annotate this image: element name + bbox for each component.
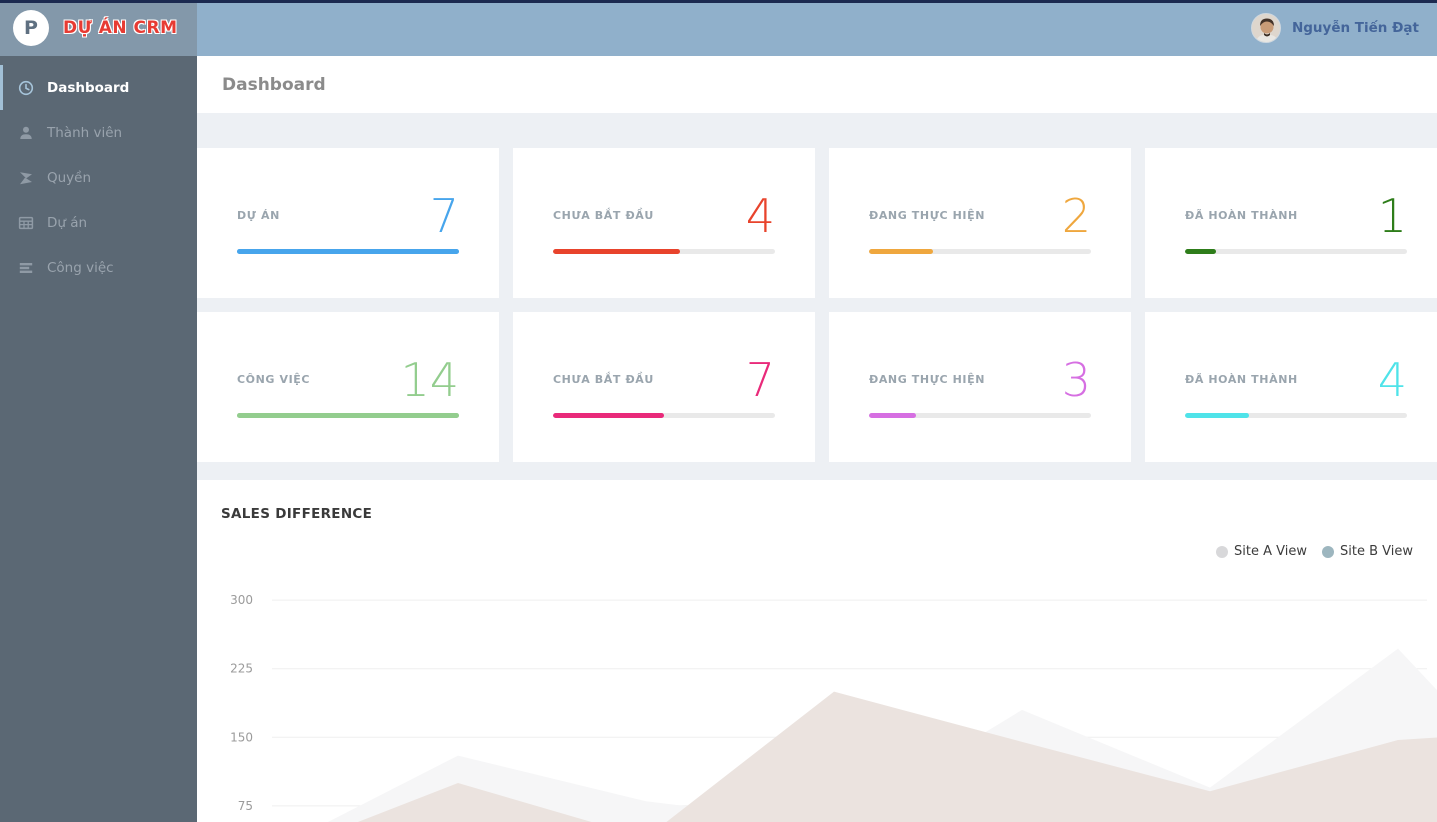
stat-card: CÔNG VIỆC 14 [197, 312, 499, 462]
rank-icon [20, 171, 32, 184]
user-name: Nguyễn Tiến Đạt [1291, 20, 1419, 36]
stat-progress-fill [553, 412, 664, 418]
page-title: Dashboard [222, 74, 326, 95]
stat-card-label: DỰ ÁN [237, 209, 280, 222]
stat-progress-track [237, 248, 459, 254]
stat-card-label: ĐANG THỰC HIỆN [869, 209, 986, 222]
stat-progress-track [869, 248, 1091, 254]
sales-chart-card: 300 225 150 75 SALES DIFFERENCE Site A View… [197, 480, 1437, 822]
stat-progress-fill [1185, 248, 1217, 254]
legend-dot-site-a [1216, 545, 1229, 558]
stat-card: ĐÃ HOÀN THÀNH 4 [1145, 312, 1437, 462]
sales-chart-svg: 300 225 150 75 [230, 593, 1437, 822]
stat-card: CHƯA BẮT ĐẦU 7 [513, 312, 815, 462]
stat-card-value: 4 [1377, 352, 1407, 407]
stat-card: ĐÃ HOÀN THÀNH 1 [1145, 148, 1437, 298]
chart-title: SALES DIFFERENCE [221, 506, 373, 522]
stat-progress-track [1185, 412, 1407, 418]
sidebar-item-label: Dashboard [47, 79, 130, 96]
stat-card-value: 1 [1377, 188, 1407, 243]
stat-progress-fill [237, 248, 459, 254]
sidebar-item-tasks[interactable]: Công việc [0, 245, 197, 290]
stat-card: DỰ ÁN 7 [197, 148, 499, 298]
stat-card-value: 4 [745, 188, 775, 243]
stat-card-label: ĐÃ HOÀN THÀNH [1185, 373, 1298, 386]
stat-card: ĐANG THỰC HIỆN 2 [829, 148, 1131, 298]
stat-card-value: 14 [400, 352, 459, 407]
main-content: Dashboard DỰ ÁN 7 CHƯA BẮT ĐẦU 4 Đ [197, 56, 1437, 822]
logo-letter: P [24, 17, 38, 39]
page-header: Dashboard [197, 56, 1437, 113]
stat-progress-track [1185, 248, 1407, 254]
stat-progress-fill [553, 248, 680, 254]
stat-progress-track [553, 412, 775, 418]
sidebar-item-label: Quyền [47, 169, 92, 186]
stat-progress-fill [1185, 412, 1250, 418]
y-axis-tick: 225 [230, 662, 253, 676]
clock-icon [18, 80, 34, 95]
area-series-site-b [357, 691, 1437, 822]
stat-card-label: CÔNG VIỆC [237, 373, 311, 386]
stat-progress-track [237, 412, 459, 418]
stat-card-value: 2 [1061, 188, 1091, 243]
logo-circle: P [13, 10, 49, 46]
stat-card: ĐANG THỰC HIỆN 3 [829, 312, 1131, 462]
legend-item-site-b: Site B View [1322, 544, 1413, 559]
stat-progress-fill [869, 248, 934, 254]
stat-progress-track [553, 248, 775, 254]
avatar-photo [1251, 14, 1280, 42]
chart-legend: Site A View Site B View [1216, 544, 1413, 559]
sidebar-item-permissions[interactable]: Quyền [0, 155, 197, 200]
sidebar-item-label: Thành viên [47, 124, 123, 141]
sidebar-item-dashboard[interactable]: Dashboard [0, 65, 197, 110]
stat-card-label: ĐANG THỰC HIỆN [869, 373, 986, 386]
user-menu[interactable]: Nguyễn Tiến Đạt [1250, 13, 1419, 43]
y-axis-tick: 150 [230, 730, 253, 744]
legend-label: Site A View [1234, 544, 1307, 559]
stat-cards-row: DỰ ÁN 7 CHƯA BẮT ĐẦU 4 ĐANG THỰC HIỆN 2 [197, 113, 1437, 480]
list-icon [19, 262, 33, 273]
stat-card-value: 7 [429, 188, 459, 243]
stat-card: CHƯA BẮT ĐẦU 4 [513, 148, 815, 298]
sidebar-item-label: Công việc [47, 259, 114, 276]
y-axis-tick: 75 [238, 799, 253, 813]
topbar: Nguyễn Tiến Đạt [197, 0, 1437, 56]
sidebar-item-members[interactable]: Thành viên [0, 110, 197, 155]
sidebar: Dashboard Thành viên Quyền Dự án [0, 56, 197, 822]
sidebar-item-label: Dự án [47, 214, 88, 231]
stat-card-label: CHƯA BẮT ĐẦU [553, 209, 654, 222]
sidebar-item-projects[interactable]: Dự án [0, 200, 197, 245]
legend-label: Site B View [1340, 544, 1413, 559]
user-avatar [1250, 13, 1281, 43]
legend-item-site-a: Site A View [1216, 544, 1307, 559]
stat-card-value: 3 [1061, 352, 1091, 407]
stat-card-label: ĐÃ HOÀN THÀNH [1185, 209, 1298, 222]
top-accent-strip [0, 0, 1437, 3]
stat-progress-fill [869, 412, 916, 418]
table-icon [18, 216, 34, 229]
stat-card-label: CHƯA BẮT ĐẦU [553, 373, 654, 386]
stat-card-value: 7 [745, 352, 775, 407]
app-logo[interactable]: P DỰ ÁN CRM [0, 0, 197, 56]
stat-progress-track [869, 412, 1091, 418]
stat-progress-fill [237, 412, 459, 418]
user-icon [20, 126, 32, 139]
legend-dot-site-b [1322, 545, 1334, 558]
app-title: DỰ ÁN CRM [63, 18, 178, 38]
y-axis-tick: 300 [230, 593, 253, 607]
